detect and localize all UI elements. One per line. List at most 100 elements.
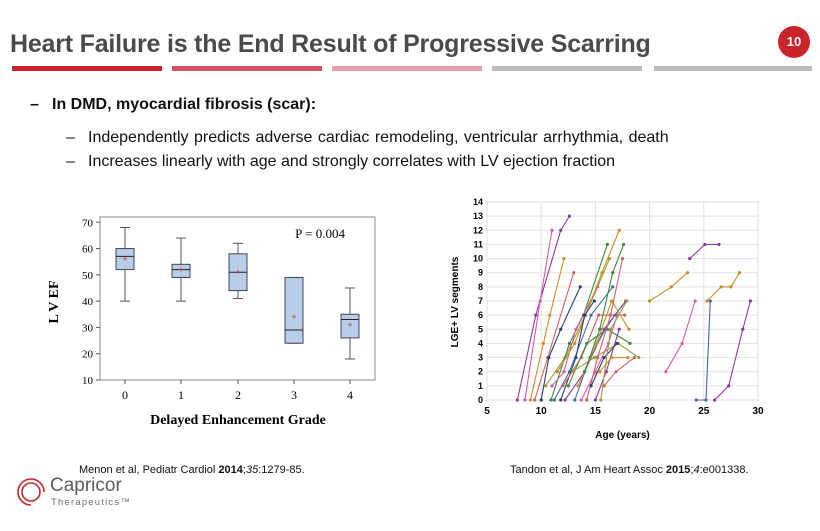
series-point bbox=[741, 327, 745, 331]
y-tick-label: 7 bbox=[478, 296, 483, 306]
series-point bbox=[582, 370, 587, 374]
series-point bbox=[600, 271, 604, 275]
series-point bbox=[626, 355, 630, 360]
series-point bbox=[559, 398, 563, 402]
series-point bbox=[632, 355, 637, 360]
box-mean-marker: + bbox=[235, 267, 240, 277]
series-point bbox=[574, 327, 578, 331]
series-point bbox=[528, 398, 532, 402]
series-point bbox=[719, 285, 723, 289]
series-point bbox=[552, 398, 556, 402]
series-point bbox=[589, 384, 593, 388]
bullet-dash: – bbox=[30, 96, 39, 113]
series-point bbox=[625, 299, 629, 303]
series-line bbox=[557, 230, 620, 372]
series-point bbox=[585, 398, 589, 402]
y-tick-label: 4 bbox=[478, 338, 483, 348]
bullet-sub-2: – Increases linearly with age and strongl… bbox=[66, 153, 615, 171]
citation-left: Menon et al, Pediatr Cardiol 2014;35:127… bbox=[79, 464, 305, 476]
series-point bbox=[637, 355, 641, 360]
series-point bbox=[592, 355, 596, 360]
series-point bbox=[541, 341, 545, 346]
series-point bbox=[694, 398, 698, 402]
series-line bbox=[516, 215, 570, 401]
series-point bbox=[614, 370, 618, 374]
x-tick-label: 15 bbox=[590, 406, 602, 417]
series-point bbox=[582, 313, 587, 317]
series-point bbox=[688, 256, 692, 261]
citation-year: 2015 bbox=[665, 464, 691, 476]
series-line bbox=[560, 300, 595, 401]
y-tick-label: 3 bbox=[478, 353, 483, 363]
x-tick-label: 20 bbox=[644, 406, 656, 417]
box-mean-marker: + bbox=[122, 254, 127, 264]
series-point bbox=[594, 341, 599, 346]
series-point bbox=[547, 355, 551, 360]
series-point bbox=[567, 341, 571, 346]
chart-annotation: P = 0.004 bbox=[295, 226, 345, 241]
y-tick-label: 70 bbox=[82, 217, 94, 229]
series-point bbox=[617, 327, 621, 331]
series-point bbox=[617, 228, 621, 232]
series-point bbox=[607, 256, 612, 261]
series-point bbox=[605, 242, 609, 247]
y-tick-label: 1 bbox=[478, 381, 483, 391]
citation-volume: 35 bbox=[245, 464, 259, 476]
series-point bbox=[578, 285, 582, 289]
box-body bbox=[171, 263, 191, 278]
series-point bbox=[610, 299, 614, 303]
series-point bbox=[538, 299, 542, 303]
series-point bbox=[573, 341, 577, 346]
box-mean-marker: + bbox=[347, 320, 352, 330]
accent-bar bbox=[12, 66, 162, 71]
series-point bbox=[559, 327, 563, 331]
series-point bbox=[729, 285, 733, 289]
box-mean-marker: + bbox=[291, 312, 296, 322]
series-point bbox=[748, 299, 753, 303]
series-point bbox=[717, 242, 721, 247]
series-point bbox=[523, 398, 527, 402]
series-point bbox=[589, 313, 593, 317]
x-axis-label: Age (years) bbox=[595, 430, 649, 441]
box-body bbox=[115, 248, 135, 271]
box-body bbox=[284, 276, 304, 344]
series-point bbox=[703, 242, 707, 247]
series-point bbox=[550, 228, 554, 232]
series-point bbox=[548, 313, 552, 317]
series-point bbox=[576, 384, 580, 388]
series-point bbox=[705, 299, 709, 303]
y-tick-label: 9 bbox=[478, 268, 483, 278]
series-point bbox=[627, 327, 631, 331]
series-point bbox=[549, 398, 553, 402]
series-point bbox=[669, 285, 673, 289]
x-tick-label: 10 bbox=[536, 406, 548, 417]
series-point bbox=[597, 313, 601, 317]
series-point bbox=[534, 313, 538, 317]
series-point bbox=[533, 398, 537, 402]
y-tick-label: 5 bbox=[478, 324, 483, 334]
y-axis-label: L V EF bbox=[47, 280, 62, 323]
series-point bbox=[595, 355, 600, 360]
bullet-dash: – bbox=[66, 129, 75, 146]
series-point bbox=[572, 271, 576, 275]
series-point bbox=[693, 299, 697, 303]
bullet-sub-text: Increases linearly with age and strongly… bbox=[88, 153, 616, 170]
citation-sep: ; bbox=[242, 464, 246, 476]
citation-sep: ; bbox=[690, 464, 694, 476]
series-point bbox=[593, 398, 597, 402]
y-tick-label: 10 bbox=[82, 375, 94, 387]
series-point bbox=[685, 271, 690, 275]
series-point bbox=[539, 398, 543, 402]
series-point bbox=[559, 228, 563, 232]
series-line bbox=[572, 342, 640, 373]
x-tick-label: 5 bbox=[484, 406, 490, 417]
series-point bbox=[579, 398, 583, 402]
citation-pages: :1279-85. bbox=[258, 464, 305, 476]
x-tick-label: 30 bbox=[752, 406, 764, 417]
series-point bbox=[555, 370, 560, 374]
series-point bbox=[680, 341, 684, 346]
series-point bbox=[561, 384, 565, 388]
series-point bbox=[598, 370, 602, 374]
accent-bar bbox=[332, 66, 482, 71]
series-line bbox=[529, 258, 565, 401]
